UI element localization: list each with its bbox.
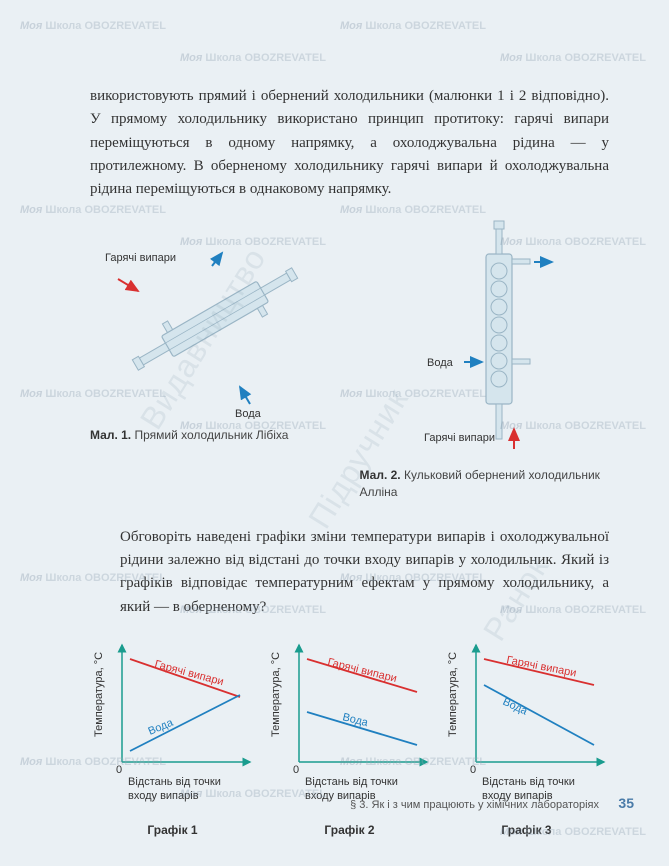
svg-text:Гарячі випари: Гарячі випари: [153, 658, 225, 688]
page-number: 35: [618, 795, 634, 811]
svg-text:0: 0: [470, 764, 476, 776]
chart3-title: Графік 3: [444, 823, 609, 837]
watermark: Моя Школа OBOZREVATEL: [340, 204, 486, 216]
svg-text:0: 0: [293, 764, 299, 776]
fig2-caption: Мал. 2. Кульковий обернений холодильник …: [360, 467, 610, 501]
fig1-caption: Мал. 1. Прямий холодильник Лібіха: [90, 427, 340, 444]
figures-row: Гарячі випари Вода Мал. 1. Прямий холоди…: [90, 219, 609, 501]
watermark: Моя Школа OBOZREVATEL: [340, 20, 486, 32]
watermark: Моя Школа OBOZREVATEL: [20, 204, 166, 216]
svg-text:Вода: Вода: [501, 696, 530, 718]
footer-section: § 3. Як і з чим працюють у хімічних лабо…: [350, 799, 599, 811]
paragraph-intro: використовують прямий і обернений холоди…: [90, 85, 609, 201]
fig2-water-label: Вода: [427, 357, 454, 369]
watermark: Моя Школа OBOZREVATEL: [500, 52, 646, 64]
svg-text:входу випарів: входу випарів: [128, 790, 199, 802]
task-paragraph: Обговоріть наведені графіки зміни темпер…: [90, 526, 609, 619]
figure-1: Гарячі випари Вода Мал. 1. Прямий холоди…: [90, 219, 340, 501]
svg-text:Температура, °C: Температура, °C: [270, 652, 282, 737]
figure-2: Вода Гарячі випари Мал. 2. Кульковий обе…: [360, 219, 610, 501]
svg-text:Відстань від точки: Відстань від точки: [482, 776, 575, 788]
fig1-water-label: Вода: [235, 408, 262, 419]
chart1-title: Графік 1: [90, 823, 255, 837]
fig2-hot-label: Гарячі випари: [424, 432, 495, 444]
svg-text:Температура, °C: Температура, °C: [93, 652, 105, 737]
svg-text:Гарячі випари: Гарячі випари: [505, 654, 577, 679]
chart2-title: Графік 2: [267, 823, 432, 837]
watermark: Моя Школа OBOZREVATEL: [20, 20, 166, 32]
svg-text:Температура, °C: Температура, °C: [447, 652, 459, 737]
svg-text:Гарячі випари: Гарячі випари: [326, 656, 398, 685]
watermark: Моя Школа OBOZREVATEL: [180, 52, 326, 64]
fig1-hot-label: Гарячі випари: [105, 252, 176, 264]
chart-1: Температура, °C 0 Відстань від точки вхо…: [90, 637, 255, 837]
svg-text:Відстань від точки: Відстань від точки: [128, 776, 221, 788]
svg-text:Відстань від точки: Відстань від точки: [305, 776, 398, 788]
svg-text:0: 0: [116, 764, 122, 776]
